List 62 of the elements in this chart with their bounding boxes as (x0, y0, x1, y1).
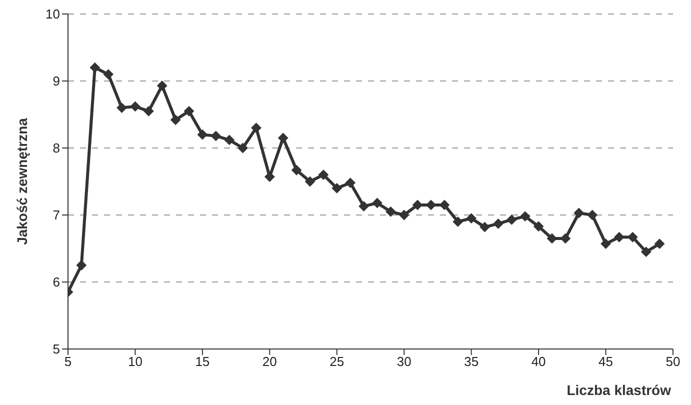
point (197, 130, 208, 140)
point (452, 216, 463, 227)
x-tick-label: 15 (195, 354, 210, 370)
y-tick-label: 8 (52, 140, 60, 156)
point (345, 178, 356, 188)
point (466, 213, 476, 224)
point (224, 134, 234, 145)
point (439, 200, 450, 210)
x-tick-label: 25 (330, 354, 344, 370)
x-axis-title: Liczba klastrów (566, 382, 672, 398)
point (278, 132, 288, 143)
point (600, 238, 611, 249)
x-tick-label: 10 (128, 354, 142, 370)
point (144, 106, 154, 116)
point (412, 200, 423, 210)
x-tick-label: 45 (598, 354, 614, 370)
point (560, 233, 570, 244)
point (251, 122, 262, 133)
x-tick-label: 5 (64, 354, 72, 370)
point (292, 165, 302, 176)
y-tick-label: 5 (52, 342, 60, 357)
point (130, 101, 140, 112)
y-axis-title: Jakość zewnętrzna (14, 118, 30, 245)
point (305, 176, 315, 186)
point (358, 201, 369, 212)
x-tick-label: 30 (396, 354, 412, 370)
point (76, 260, 86, 270)
point (574, 208, 584, 218)
x-tick-label: 35 (464, 354, 479, 370)
point (520, 211, 530, 222)
point (547, 233, 557, 244)
point (157, 80, 168, 91)
point (399, 210, 410, 220)
y-tick-label: 9 (52, 74, 60, 89)
point (264, 172, 275, 182)
point (170, 114, 181, 125)
point (534, 221, 544, 232)
x-tick-label: 50 (666, 354, 680, 370)
x-tick-label: 40 (531, 354, 546, 370)
point (386, 206, 396, 217)
point (654, 238, 665, 249)
point (641, 246, 652, 257)
point (318, 170, 328, 180)
point (116, 102, 127, 113)
point (587, 210, 598, 220)
point (372, 198, 382, 208)
point (238, 143, 248, 153)
point (628, 232, 638, 242)
point (184, 106, 194, 116)
y-tick-label: 10 (46, 6, 60, 22)
y-tick-label: 7 (52, 208, 60, 223)
point (506, 214, 517, 225)
point (614, 232, 624, 242)
point (210, 130, 221, 141)
y-tick-label: 6 (52, 274, 60, 290)
point (90, 62, 100, 73)
x-tick-label: 20 (262, 354, 277, 370)
point (332, 183, 342, 194)
point (480, 222, 490, 232)
point (103, 69, 114, 80)
point (493, 218, 504, 229)
point (426, 200, 436, 210)
